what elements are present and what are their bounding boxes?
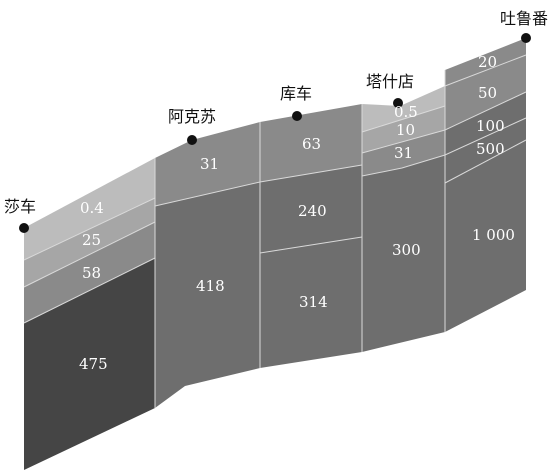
kuche-layer-1 (260, 165, 362, 253)
tulufan-layer-4 (445, 140, 526, 332)
marker-kuche (292, 111, 302, 121)
tulufan-layer-3 (445, 118, 526, 183)
divider-lines (23, 54, 527, 408)
seg-label-shache-2: 58 (82, 264, 101, 282)
seg-label-tulufan-1: 50 (478, 84, 497, 102)
marker-tashidian (393, 98, 403, 108)
seg-label-akesu-0: 31 (200, 155, 219, 173)
station-name-shache: 莎车 (4, 197, 36, 216)
seg-label-kuche-0: 63 (302, 135, 321, 153)
panel-akesu (155, 122, 260, 408)
panel-shache (24, 158, 155, 470)
segment-labels: 0.4 25 58 475 31 418 63 240 314 0.5 10 3… (79, 53, 515, 373)
seg-label-kuche-2: 314 (299, 293, 328, 311)
tashidian-layer-0 (362, 86, 445, 132)
kuche-layer-0 (260, 104, 362, 182)
tulufan-layer-2 (445, 92, 526, 155)
marker-tulufan (521, 33, 531, 43)
station-markers (19, 33, 531, 233)
seg-label-shache-0: 0.4 (80, 199, 104, 217)
marker-shache (19, 223, 29, 233)
seg-label-tashidian-3: 300 (392, 241, 421, 259)
tulufan-layer-0 (445, 38, 526, 86)
seg-label-tulufan-3: 500 (476, 140, 505, 158)
station-name-tulufan: 吐鲁番 (500, 9, 548, 28)
seg-label-tashidian-2: 31 (394, 144, 413, 162)
station-name-akesu: 阿克苏 (168, 107, 216, 126)
shache-layer-2 (24, 222, 155, 323)
seg-label-tashidian-1: 10 (396, 121, 415, 139)
marker-akesu (187, 135, 197, 145)
station-name-kuche: 库车 (280, 84, 312, 103)
shache-layer-1 (24, 198, 155, 287)
seg-label-shache-3: 475 (79, 355, 108, 373)
shache-layer-0 (24, 158, 155, 260)
akesu-layer-1 (155, 182, 260, 408)
kuche-layer-2 (260, 237, 362, 368)
panel-tulufan (445, 38, 526, 332)
seg-label-akesu-1: 418 (196, 277, 225, 295)
station-names: 莎车 阿克苏 库车 塔什店 吐鲁番 (4, 9, 548, 216)
seg-label-kuche-1: 240 (298, 202, 327, 220)
tashidian-layer-1 (362, 106, 445, 153)
station-name-tashidian: 塔什店 (366, 72, 414, 91)
seg-label-shache-1: 25 (82, 231, 101, 249)
tashidian-layer-3 (362, 155, 445, 352)
shache-layer-3 (24, 258, 155, 470)
akesu-layer-0 (155, 122, 260, 206)
seg-label-tulufan-0: 20 (478, 53, 497, 71)
tulufan-layer-1 (445, 55, 526, 130)
seg-label-tulufan-4: 1 000 (472, 226, 515, 244)
seg-label-tashidian-0: 0.5 (394, 103, 418, 121)
panel-tashidian (362, 86, 445, 352)
panel-kuche (260, 104, 362, 368)
seg-label-tulufan-2: 100 (476, 117, 505, 135)
tashidian-layer-2 (362, 130, 445, 176)
